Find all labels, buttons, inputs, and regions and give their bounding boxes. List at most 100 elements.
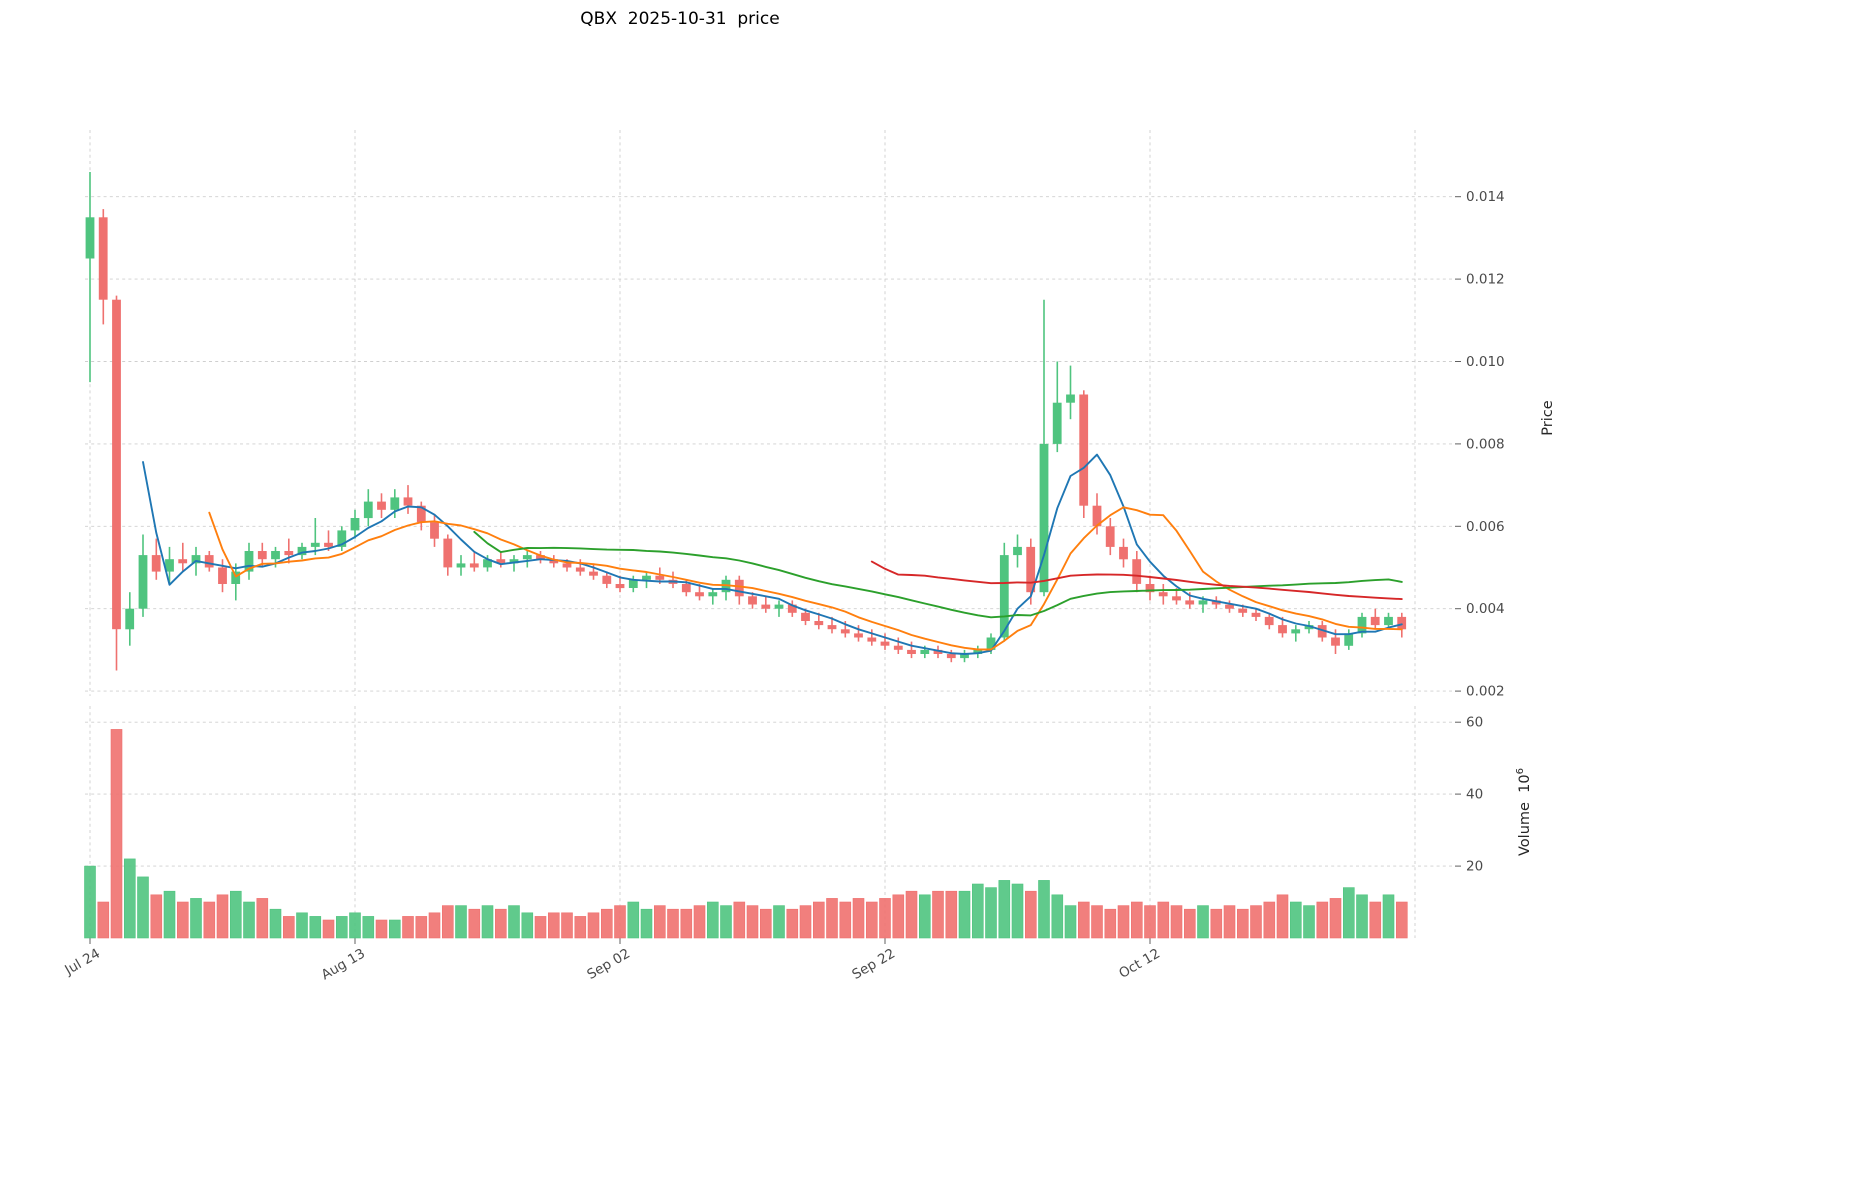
candle (138, 534, 148, 617)
volume-bar (309, 916, 322, 939)
volume-bar (640, 908, 653, 939)
candle (1092, 493, 1102, 535)
tick-marks (89, 196, 1461, 944)
ma10-line (208, 506, 1403, 651)
volume-bar (521, 912, 534, 939)
volume-bar (1131, 901, 1143, 939)
volume-bar (110, 729, 123, 939)
volume-bar (282, 916, 295, 939)
candle (854, 625, 863, 642)
volume-bar (203, 901, 216, 939)
x-tick-label: Aug 13 (319, 946, 368, 984)
volume-bar (918, 894, 931, 939)
volume-bar (97, 901, 110, 939)
volume-bar (1276, 894, 1289, 939)
volume-bar (985, 887, 997, 939)
candle (907, 641, 916, 659)
candle (337, 526, 347, 551)
volume-bar (1117, 905, 1130, 939)
candle (748, 592, 757, 609)
volume-bar (773, 905, 785, 939)
volume-tick-label: 60 (1466, 715, 1483, 731)
candle (1225, 600, 1234, 613)
candle (1357, 612, 1367, 638)
x-tick-label: Jul 24 (61, 946, 103, 979)
candle (165, 546, 174, 584)
candle (178, 542, 188, 572)
candle (774, 600, 784, 617)
volume-bar (1237, 908, 1249, 939)
volume-bar (653, 905, 666, 939)
volume-bar (243, 901, 255, 939)
candle (1304, 621, 1314, 634)
volume-bar (600, 908, 613, 939)
volume-bar (574, 916, 587, 939)
volume-bar (428, 912, 441, 939)
volume-bar (534, 916, 547, 939)
candle (377, 493, 386, 518)
volume-bar (547, 912, 560, 939)
volume-bar (786, 908, 799, 939)
candle (1158, 584, 1168, 605)
candle (708, 588, 718, 605)
candle (801, 608, 810, 626)
volume-bar (759, 908, 772, 939)
volume-bar (1170, 905, 1183, 939)
volume-bar (693, 905, 706, 939)
candle (589, 563, 598, 580)
candle (549, 555, 559, 568)
volume-bar (627, 901, 640, 939)
candle (668, 571, 678, 589)
volume-bar (839, 901, 852, 939)
volume-bar (468, 908, 481, 939)
volume-bar (1064, 905, 1077, 939)
candle (1317, 621, 1327, 642)
candle (893, 637, 903, 654)
candle (1079, 390, 1089, 518)
volume-bar (124, 858, 136, 939)
volume-bar (720, 905, 732, 939)
candle (363, 489, 373, 527)
candle (1066, 365, 1075, 420)
volume-bar (680, 908, 693, 939)
volume-bar (362, 916, 375, 939)
candle (827, 616, 837, 634)
candle (218, 559, 227, 593)
volume-bar (150, 894, 163, 939)
volume-bar (971, 883, 984, 939)
candle (1013, 534, 1022, 568)
volume-bar (1157, 901, 1170, 939)
volume-bar (746, 905, 759, 939)
candle (867, 629, 877, 646)
axis-tick-labels: 0.002 0.004 0.006 0.008 0.010 0.012 0.014 20 40 6… (61, 189, 1504, 983)
volume-bar (508, 905, 520, 939)
candles (85, 172, 1407, 671)
volume-bar (1290, 901, 1302, 939)
candle (1052, 361, 1062, 453)
volume-bar (230, 890, 242, 939)
candle (483, 555, 492, 572)
volume-bar (190, 898, 202, 939)
candle (284, 538, 294, 564)
candle (403, 485, 413, 514)
price-tick-label: 0.010 (1466, 354, 1505, 370)
volume-bar (1210, 908, 1223, 939)
price-tick-label: 0.006 (1466, 519, 1505, 535)
volume-bar (706, 901, 719, 939)
candle (231, 563, 241, 601)
volume-bar (481, 905, 494, 939)
candle (98, 209, 108, 325)
volume-bar (561, 912, 573, 939)
candle (112, 295, 121, 671)
x-tick-label: Sep 22 (849, 946, 898, 983)
volume-bar (998, 880, 1011, 939)
candle (1370, 608, 1380, 630)
volume-bar (494, 908, 507, 939)
x-tick-label: Sep 02 (584, 946, 633, 983)
candle (1264, 612, 1274, 630)
ma60-line (870, 560, 1403, 601)
candle (575, 559, 585, 576)
volume-bar (137, 876, 149, 939)
volume-bar (1263, 901, 1276, 939)
